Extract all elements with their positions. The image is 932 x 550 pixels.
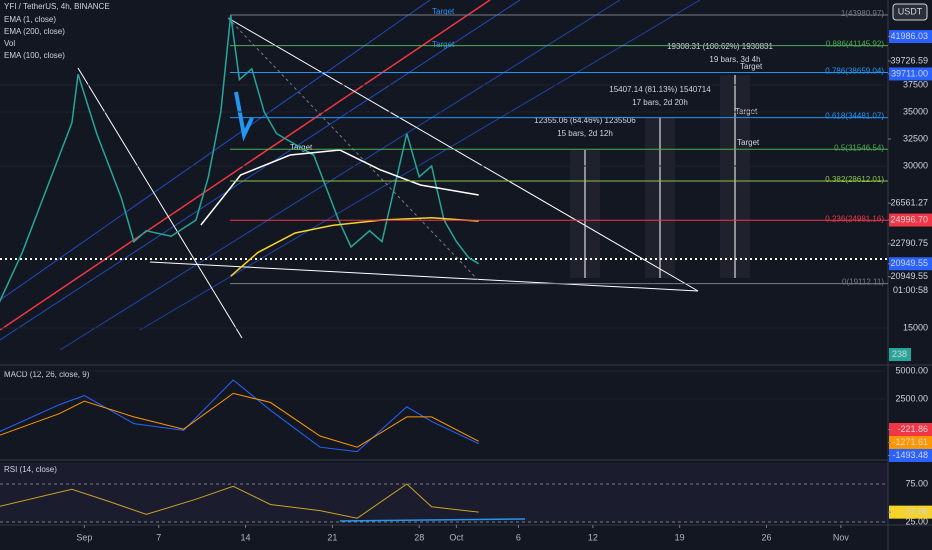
x-tick-label: 28 [414, 532, 424, 542]
ema-line [230, 217, 479, 277]
target-label: Target [740, 62, 763, 71]
measure-label: 15 bars, 2d 12h [557, 129, 613, 138]
countdown: 01:00:58 [893, 285, 928, 295]
price-tag-bg [889, 448, 932, 462]
price-tag: 39711.00 [891, 68, 928, 78]
price-tag: 41986.03 [890, 31, 928, 41]
x-tick-label: Nov [833, 532, 850, 542]
y-tick-label: 2500.00 [895, 393, 928, 403]
currency-badge[interactable] [892, 3, 928, 21]
y-tick-label: 25.00 [905, 516, 928, 526]
price-tag: -1271.61 [892, 437, 928, 447]
x-tick-label: Sep [76, 532, 92, 542]
measure-label: 19308.31 (100.62%) 1930831 [667, 42, 773, 51]
price-tag: 32500 [903, 133, 928, 143]
measure-label: 12355.06 (64.46%) 1235506 [534, 116, 636, 125]
volume-tag-bg [889, 348, 911, 361]
series-line [0, 379, 479, 453]
price-tag-bg [889, 505, 932, 519]
series-line [0, 392, 479, 448]
fib-label: 0.5(31546.54) [834, 143, 884, 152]
price-tag-bg [889, 67, 932, 81]
indicator-label: Vol [4, 39, 15, 48]
series-line [0, 483, 479, 519]
symbol-title: YFI / TetherUS, 4h, BINANCE [4, 2, 110, 11]
fib-label: 0.618(34481.07) [825, 112, 884, 121]
target-label: Target [432, 40, 455, 49]
price-tag: 20949.55 [890, 271, 928, 281]
indicator-label: EMA (100, close) [4, 51, 65, 60]
fib-label: 0.886(41145.92) [826, 40, 884, 49]
price-tag: 22790.75 [890, 238, 928, 248]
ema-line [200, 149, 479, 226]
fib-label: 0.236(24981.16) [825, 214, 884, 223]
price-tag: 26561.27 [890, 198, 928, 208]
price-tag-bg [889, 213, 932, 227]
price-tag: 20949.55 [890, 258, 928, 268]
x-tick-label: 19 [675, 532, 685, 542]
fib-label: 1(43980.97) [841, 9, 884, 18]
x-tick-label: Oct [449, 532, 464, 542]
price-tag: -221.86 [897, 424, 928, 434]
volume-tag: 238 [892, 349, 907, 359]
y-tick-label: 35000 [903, 106, 928, 116]
x-tick-label: 7 [156, 532, 161, 542]
x-tick-label: 21 [327, 532, 337, 542]
price-tag-bg [889, 30, 932, 44]
measure-label: 17 bars, 2d 20h [632, 98, 688, 107]
y-tick-label: 75.00 [905, 478, 928, 488]
pane-title: RSI (14, close) [4, 465, 57, 474]
price-tag: 24996.70 [890, 214, 928, 224]
price-tag-bg [889, 257, 932, 271]
y-tick-label: 30000 [903, 160, 928, 170]
fib-label: 0.382(28612.01) [825, 175, 884, 184]
indicator-label: EMA (1, close) [4, 15, 56, 24]
target-label: Target [432, 7, 455, 16]
price-tag: 39726.59 [890, 55, 928, 65]
price-tag-bg [889, 422, 932, 436]
x-tick-label: 12 [588, 532, 598, 542]
x-tick-label: 14 [241, 532, 251, 542]
currency[interactable]: USDT [898, 6, 923, 16]
price-tag: 37.96 [905, 507, 928, 517]
price-tag-bg [889, 435, 932, 449]
target-label: Target [737, 138, 760, 147]
indicator-label: EMA (200, close) [4, 27, 65, 36]
x-tick-label: 6 [516, 532, 521, 542]
price-tag: -1493.48 [892, 450, 928, 460]
fib-label: 0.786(38659.04) [825, 67, 884, 76]
fib-label: 0(19112.11) [842, 278, 884, 287]
measure-label: 19 bars, 3d 4h [709, 55, 760, 64]
y-tick-label: 15000 [903, 322, 928, 332]
pane-title: MACD (12, 26, close, 9) [4, 370, 90, 379]
measure-label: 15407.14 (81.13%) 1540714 [609, 85, 711, 94]
y-tick-label: 37500 [903, 79, 928, 89]
x-tick-label: 26 [761, 532, 771, 542]
series-line [0, 14, 480, 303]
y-tick-label: 5000.00 [895, 365, 928, 375]
